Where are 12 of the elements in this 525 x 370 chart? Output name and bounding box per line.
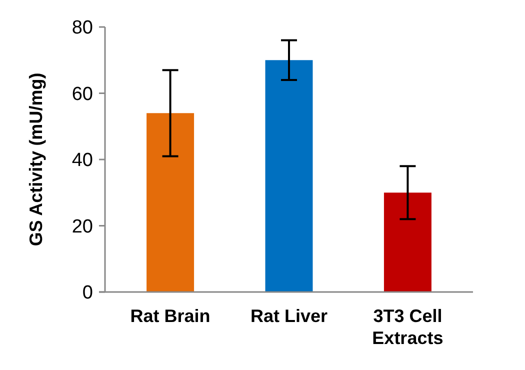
bar <box>146 113 194 292</box>
y-tick-label: 40 <box>72 150 93 172</box>
x-tick-label: Rat Brain <box>130 306 210 326</box>
y-tick-label: 80 <box>72 18 93 39</box>
y-axis-title: GS Activity (mU/mg) <box>26 72 46 246</box>
bar <box>384 192 432 292</box>
y-tick-label: 60 <box>72 84 93 105</box>
x-tick-label: Rat Liver <box>250 306 328 326</box>
y-tick-label: 20 <box>72 216 93 238</box>
bar <box>265 60 313 292</box>
x-tick-label: 3T3 Cell Extracts <box>372 306 444 348</box>
y-tick-label: 0 <box>82 282 93 304</box>
